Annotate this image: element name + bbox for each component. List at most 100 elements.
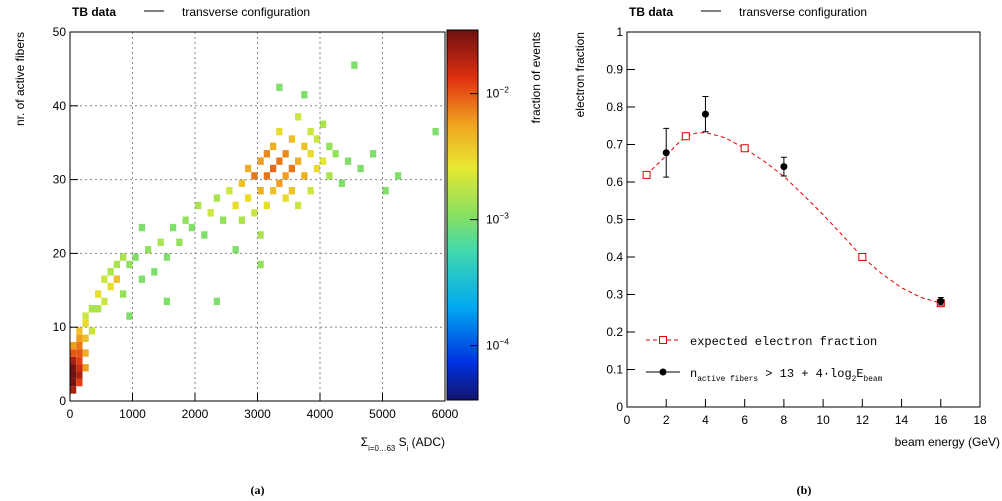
x-axis-title: beam energy (GeV) xyxy=(895,435,1000,449)
heat-cell xyxy=(276,83,283,92)
heat-cell xyxy=(138,223,145,232)
heat-cell xyxy=(276,179,283,187)
legend-label-part: 2 xyxy=(852,376,857,384)
heat-cell xyxy=(276,157,283,165)
heat-cell xyxy=(82,349,89,357)
heat-cell xyxy=(107,282,114,291)
y-tick-label: 0.2 xyxy=(606,325,623,339)
y-tick-label: 0 xyxy=(59,394,66,408)
heat-cell xyxy=(301,91,308,99)
x-tick-label: 16 xyxy=(934,413,948,427)
heat-cell xyxy=(76,356,83,365)
heat-cell xyxy=(338,179,345,187)
heat-cell xyxy=(282,194,289,202)
heat-cell xyxy=(70,341,77,350)
y-tick-label: 40 xyxy=(53,99,67,113)
x-axis-title: Σi=0…63 Si (ADC) xyxy=(361,435,445,453)
header-label: TB data xyxy=(629,5,673,19)
y-tick-label: 0 xyxy=(616,400,623,414)
heat-cell xyxy=(157,238,164,247)
heat-cell xyxy=(120,253,127,261)
heat-cell xyxy=(101,275,108,283)
heat-cell xyxy=(76,327,83,335)
legend-label-part: n xyxy=(690,367,697,381)
heat-cell xyxy=(257,186,264,195)
z-tick-label: 10−2 xyxy=(486,85,509,101)
legend-marker xyxy=(659,336,667,344)
heat-cell xyxy=(107,268,114,276)
heat-cell xyxy=(263,201,270,210)
heat-cell xyxy=(76,371,83,379)
heat-cell xyxy=(395,172,402,180)
colorbar xyxy=(446,29,479,401)
heat-cell xyxy=(432,127,439,136)
header-label: TB data xyxy=(72,5,116,19)
heat-cell xyxy=(313,135,320,143)
heat-cell xyxy=(301,142,308,151)
z-tick-base: 10 xyxy=(486,213,500,227)
expected-marker xyxy=(642,170,651,179)
heat-cell xyxy=(70,378,77,387)
y-tick-label: 0.9 xyxy=(606,63,623,77)
heat-cell xyxy=(382,186,389,195)
heat-cell xyxy=(138,275,145,283)
x-tick-label: 3000 xyxy=(244,407,271,421)
heat-cell xyxy=(176,238,183,247)
y-tick-label: 10 xyxy=(53,320,67,334)
heat-cell xyxy=(213,297,220,306)
heat-cell xyxy=(238,179,245,187)
heat-cell xyxy=(201,231,208,239)
heat-cell xyxy=(263,150,270,158)
data-point xyxy=(662,149,670,157)
expected-marker xyxy=(681,132,690,141)
data-point xyxy=(937,297,945,305)
heat-cell xyxy=(82,312,89,320)
heat-cell xyxy=(76,378,83,387)
x-axis-title-part: S xyxy=(395,435,406,449)
x-tick-label: 1000 xyxy=(119,407,146,421)
y-tick-label: 20 xyxy=(53,246,67,260)
heat-cell xyxy=(113,260,120,269)
legend-label: expected electron fraction xyxy=(690,335,877,349)
heat-cell xyxy=(120,290,127,298)
heat-cell xyxy=(82,364,89,372)
header-entry: transverse configuration xyxy=(182,5,310,19)
legend-label-part: > 13 + 4·log xyxy=(758,367,852,381)
heat-cell xyxy=(226,186,233,195)
x-tick-label: 4 xyxy=(702,413,709,427)
y-axis-title: electron fraction xyxy=(573,32,587,117)
heat-cell xyxy=(295,113,302,121)
heat-cell xyxy=(263,172,270,180)
y-tick-label: 0.1 xyxy=(606,363,623,377)
heat-cell xyxy=(288,164,295,173)
y-tick-label: 50 xyxy=(53,25,67,39)
heat-cell xyxy=(270,142,277,151)
heat-cell xyxy=(232,246,239,254)
legend-label-part: active fibers xyxy=(697,376,758,384)
heat-cell xyxy=(113,275,120,283)
x-axis-title-part: Σ xyxy=(361,435,368,449)
heat-cell xyxy=(163,253,170,261)
heat-cell xyxy=(70,371,77,379)
expected-curve xyxy=(646,131,941,304)
heat-cell xyxy=(82,334,89,342)
z-tick-base: 10 xyxy=(486,339,500,353)
x-tick-label: 0 xyxy=(624,413,631,427)
heat-cell xyxy=(82,319,89,328)
heat-cell xyxy=(76,364,83,372)
x-tick-label: 6 xyxy=(741,413,748,427)
heat-cell xyxy=(276,127,283,136)
heat-cell xyxy=(70,386,77,394)
y-axis-title: nr. of active fibers xyxy=(13,32,27,126)
expected-marker xyxy=(858,253,867,261)
heat-cell xyxy=(238,216,245,224)
heat-cell xyxy=(332,150,339,158)
heat-cell xyxy=(70,349,77,357)
x-axis-title-part: i xyxy=(407,444,409,453)
data-point xyxy=(701,110,709,118)
heat-cell xyxy=(307,150,314,158)
heat-cell xyxy=(313,164,320,173)
heat-cell xyxy=(76,341,83,350)
expected-marker xyxy=(740,144,749,153)
legend-marker xyxy=(659,368,667,376)
